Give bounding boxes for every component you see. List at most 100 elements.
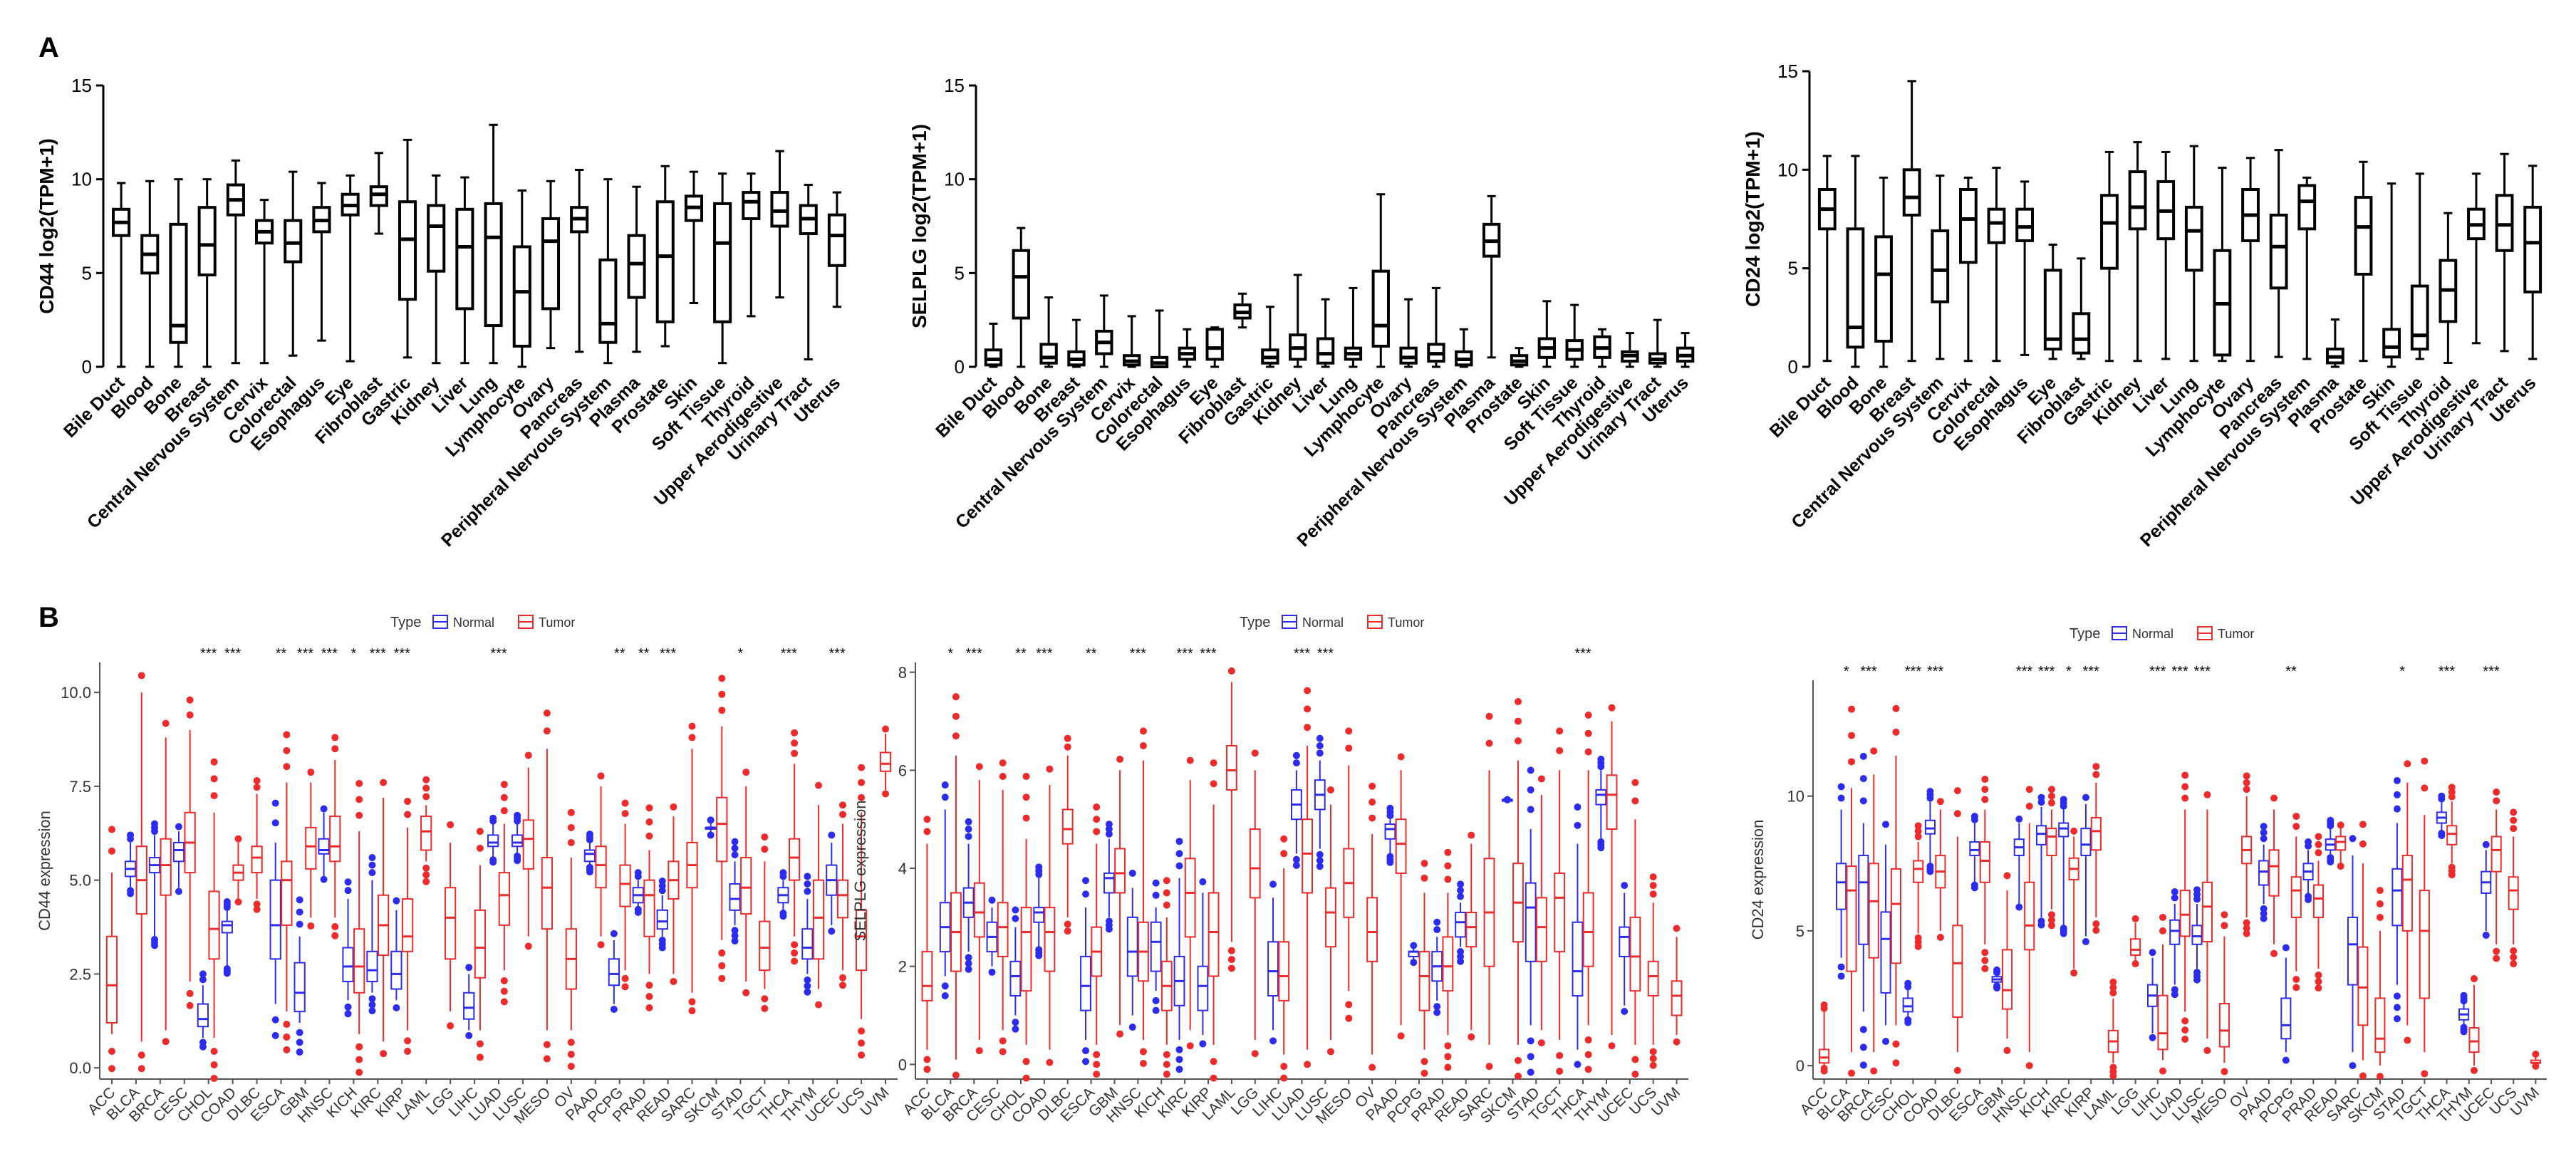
outlier-point — [331, 932, 339, 939]
outlier-point — [2510, 808, 2518, 816]
iqr-box — [1890, 868, 1902, 964]
box-blood — [1846, 155, 1865, 368]
significance-mark: * — [1844, 664, 1849, 680]
outlier-point — [210, 758, 218, 766]
iqr-box — [2218, 1003, 2230, 1048]
normal-box-ucec — [826, 831, 838, 935]
outlier-point — [838, 801, 846, 809]
outlier-point — [2047, 916, 2055, 924]
iqr-box — [713, 202, 732, 323]
y-tick-label: 2 — [898, 958, 907, 976]
iqr-box — [2523, 205, 2543, 293]
y-tick-label: 6 — [898, 761, 907, 779]
outlier-point — [923, 828, 931, 836]
outlier-point — [344, 887, 352, 895]
significance-mark: *** — [490, 646, 507, 662]
tumor-box-esca — [281, 731, 293, 1053]
tumor-box-chol — [208, 758, 220, 1082]
box-eye — [1205, 326, 1224, 368]
outlier-point — [1527, 786, 1534, 793]
box-cervix — [1122, 315, 1141, 368]
outlier-point — [234, 835, 242, 843]
outlier-point — [791, 957, 799, 965]
outlier-point — [838, 982, 846, 989]
outlier-point — [151, 820, 159, 828]
tumor-box-blca — [1846, 705, 1857, 1077]
outlier-point — [1210, 759, 1217, 767]
box-urinary-tract — [799, 184, 818, 360]
iqr-box — [1316, 337, 1335, 365]
x-tick-label: UVM — [857, 1084, 892, 1119]
outlier-point — [731, 844, 739, 852]
outlier-point — [1269, 880, 1277, 888]
y-tick-label: 10 — [1787, 788, 1804, 806]
outlier-point — [2393, 805, 2401, 813]
normal-box-kich — [1150, 879, 1162, 1014]
outlier-point — [1064, 927, 1071, 935]
outlier-point — [988, 968, 996, 976]
normal-box-thca — [1572, 803, 1584, 1068]
outlier-point — [2082, 793, 2089, 801]
outlier-point — [1503, 796, 1511, 803]
outlier-point — [2349, 835, 2357, 843]
iqr-box — [1205, 328, 1224, 361]
iqr-box — [398, 200, 417, 301]
normal-box-coad — [221, 897, 233, 977]
outlier-point — [1904, 979, 1912, 987]
iqr-box — [197, 206, 217, 276]
outlier-point — [2025, 802, 2033, 810]
outlier-point — [804, 873, 811, 880]
iqr-box — [1987, 207, 2006, 244]
outlier-point — [368, 995, 376, 1003]
box-plasma — [1482, 194, 1501, 359]
normal-box-stad — [1525, 766, 1537, 1076]
outlier-point — [210, 775, 218, 783]
outlier-point — [199, 970, 207, 978]
tumor-box-prad — [1442, 848, 1454, 1071]
outlier-point — [1882, 821, 1890, 828]
tumor-box-coad — [232, 835, 244, 906]
outlier-point — [2149, 949, 2156, 957]
outlier-point — [2376, 887, 2384, 895]
outlier-point — [2510, 816, 2518, 824]
normal-box-thym — [1595, 755, 1607, 852]
outlier-point — [975, 1047, 983, 1055]
outlier-point — [999, 759, 1007, 767]
normal-box-prad — [632, 869, 644, 916]
outlier-point — [965, 954, 972, 962]
outlier-point — [1537, 775, 1545, 783]
box-eye — [341, 174, 360, 363]
box-peripheral-nervous-system — [2297, 176, 2317, 360]
outlier-point — [355, 796, 363, 803]
outlier-point — [2221, 911, 2228, 919]
outlier-point — [1093, 816, 1101, 823]
outlier-point — [1304, 705, 1312, 713]
normal-box-kich — [2035, 793, 2047, 929]
outlier-point — [1914, 833, 1922, 840]
outlier-point — [500, 987, 508, 995]
outlier-point — [524, 751, 532, 759]
outlier-point — [380, 779, 388, 786]
outlier-point — [1022, 1058, 1030, 1066]
outlier-point — [1673, 1038, 1681, 1046]
normal-box-kich — [342, 878, 354, 1018]
outlier-point — [1152, 996, 1160, 1004]
outlier-point — [1139, 727, 1147, 735]
outlier-point — [1046, 765, 1054, 773]
outlier-point — [2092, 920, 2100, 928]
box-breast — [197, 178, 217, 368]
outlier-point — [645, 818, 653, 826]
tumor-box-prad — [2312, 833, 2325, 992]
significance-mark: *** — [2016, 664, 2033, 680]
significance-mark: *** — [321, 646, 338, 662]
box-colorectal — [1150, 309, 1169, 369]
outlier-point — [368, 1007, 376, 1015]
tumor-box-lgg — [1249, 749, 1261, 1058]
iqr-box — [2035, 825, 2047, 845]
y-tick-label: 10.0 — [61, 684, 91, 702]
outlier-point — [1859, 752, 1867, 760]
outlier-point — [1953, 1066, 1961, 1074]
outlier-point — [2404, 760, 2411, 768]
outlier-point — [2159, 927, 2166, 935]
outlier-point — [1093, 1071, 1101, 1078]
